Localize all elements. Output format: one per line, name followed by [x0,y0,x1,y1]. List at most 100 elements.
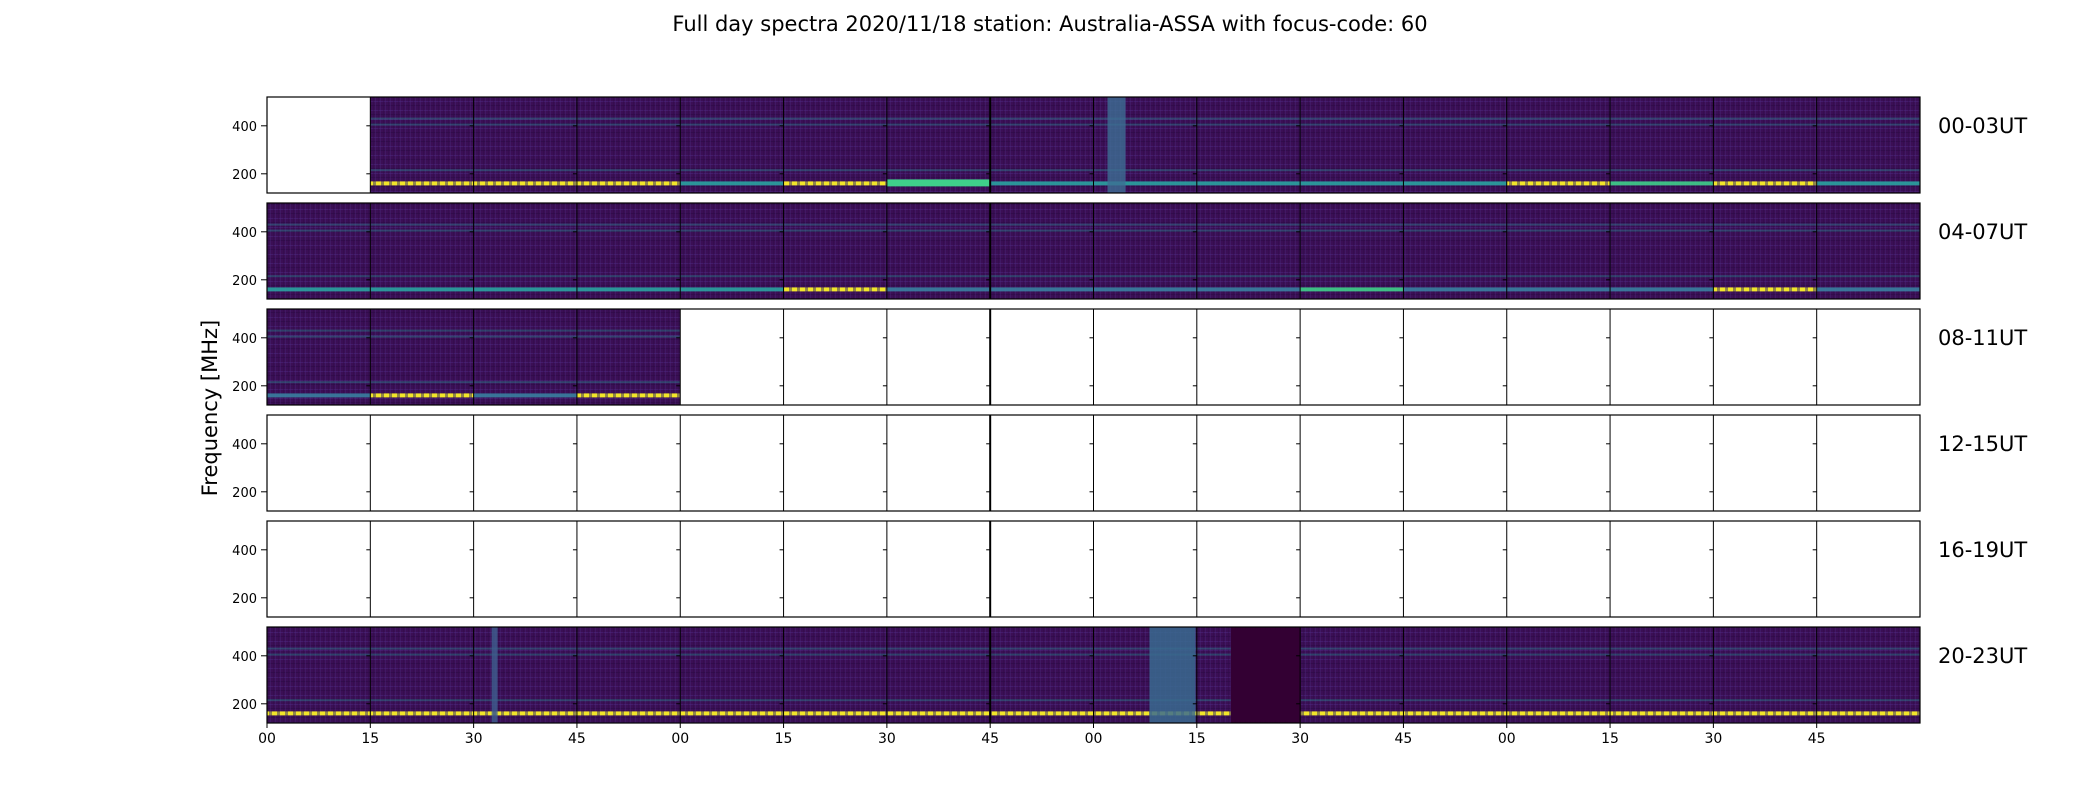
spectrum-texture [990,203,1094,299]
no-data-segment [1300,309,1404,405]
band-160mhz [1300,711,1404,716]
spectrum-faint-line [1713,117,1817,120]
spectrum-faint-line [576,123,681,126]
spectrum-faint-line [680,699,784,702]
row-frame [266,414,1921,512]
spectrum-faint-line [1093,653,1197,656]
spectrum-texture [576,203,681,299]
dark-block [1230,627,1301,723]
spectrum-faint-line [370,275,474,278]
band-160mhz [1506,181,1611,186]
spectrum-faint-line [1506,117,1611,120]
y-tick-label: 400 [232,438,257,453]
spectrum-texture [473,627,577,723]
band-160mhz [473,711,577,716]
spectrum-faint-line [1506,123,1611,126]
spectrum-texture [783,97,887,193]
spectrum-faint-line [990,229,1094,232]
spectrum-texture [1196,203,1301,299]
no-data-segment [1713,415,1817,511]
row-label: 00-03UT [1938,114,2027,138]
spectrum-faint-line [1196,123,1301,126]
spectrum-faint-line [576,329,681,332]
band-160mhz [267,711,371,716]
spectrum-faint-line [1610,275,1714,278]
spectrum-texture [1610,203,1714,299]
row-frame [266,202,1921,300]
band-160mhz [783,287,887,292]
no-data-segment [1403,415,1507,511]
spectrum-faint-line [370,699,474,702]
spectrum-faint-line [1300,223,1404,226]
band-160mhz [990,711,1094,716]
no-data-segment [370,521,474,617]
no-data-segment [1816,521,1920,617]
spectrum-texture [886,627,991,723]
spectrum-faint-line [680,647,784,650]
spectrum-texture [886,97,991,193]
band-160mhz [576,287,681,292]
no-data-segment [473,521,577,617]
spectrum-faint-line [990,117,1094,120]
band-160mhz [576,393,681,398]
spectrum-texture [370,309,474,405]
no-data-segment [1610,415,1714,511]
spectrum-faint-line [267,275,371,278]
band-160mhz [370,393,474,398]
spectrum-texture [473,97,577,193]
spectrum-faint-line [576,647,681,650]
spectrum-faint-line [1093,229,1197,232]
band-160mhz [1403,181,1507,186]
no-data-segment [886,415,991,511]
band-160mhz [370,181,474,186]
band-160mhz [473,393,577,398]
spectrum-texture [783,203,887,299]
spectrum-faint-line [783,275,887,278]
no-data-segment [680,309,784,405]
band-160mhz [886,287,991,292]
spectrum-texture [680,627,784,723]
no-data-segment [1816,415,1920,511]
no-data-segment [1610,521,1714,617]
spectrum-faint-line [886,275,991,278]
no-data-segment [680,415,784,511]
no-data-segment [267,521,371,617]
spectrum-texture [267,627,371,723]
x-tick-label: 15 [1188,731,1206,747]
spectrum-faint-line [1610,169,1714,172]
spectrum-texture [990,97,1094,193]
band-160mhz [1300,287,1404,292]
spectrum-faint-line [473,275,577,278]
spectrum-texture [473,203,577,299]
y-tick-label: 400 [232,226,257,241]
spectrum-faint-line [1816,169,1920,172]
row-label: 16-19UT [1938,538,2027,562]
spectrum-faint-line [783,653,887,656]
spectrum-faint-line [1300,699,1404,702]
no-data-segment [576,521,681,617]
spectrum-faint-line [1300,647,1404,650]
spectrum-faint-line [576,169,681,172]
spectrum-texture [1713,97,1817,193]
spectrum-faint-line [1816,699,1920,702]
spectrum-faint-line [1506,223,1611,226]
spectrum-faint-line [783,229,887,232]
spectrum-faint-line [1093,169,1197,172]
spectrum-faint-line [783,699,887,702]
y-tick-label: 400 [232,120,257,135]
row-label: 12-15UT [1938,432,2027,456]
spectrum-faint-line [576,275,681,278]
band-160mhz [1816,711,1920,716]
no-data-segment [886,309,991,405]
spectrum-faint-line [1713,275,1817,278]
spectrum-faint-line [473,647,577,650]
spectrum-faint-line [473,653,577,656]
band-160mhz [783,181,887,186]
spectrum-faint-line [990,123,1094,126]
spectrum-texture [1610,627,1714,723]
spectrum-faint-line [886,229,991,232]
spectrum-faint-line [1403,699,1507,702]
x-tick-label: 00 [258,731,276,747]
spectrum-faint-line [1713,123,1817,126]
spectrum-faint-line [680,117,784,120]
